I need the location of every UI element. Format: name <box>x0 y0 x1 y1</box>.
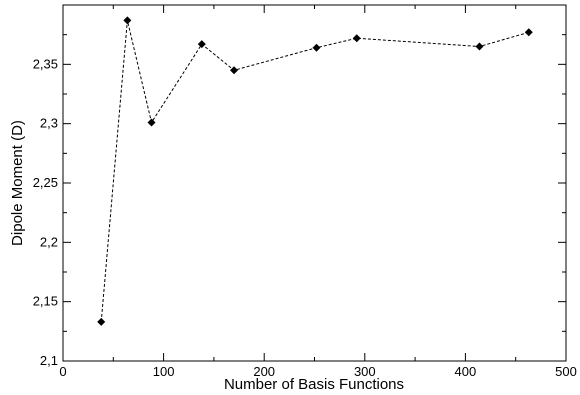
x-tick-label: 300 <box>354 364 376 379</box>
y-axis-title: Dipole Moment (D) <box>9 120 26 246</box>
y-tick-label: 2,3 <box>40 116 58 131</box>
plot-area-frame <box>62 4 567 362</box>
y-tick-label: 2,15 <box>33 294 58 309</box>
x-tick-label: 500 <box>555 364 577 379</box>
y-tick-label: 2,2 <box>40 234 58 249</box>
data-point <box>230 66 239 75</box>
y-tick-label: 2,25 <box>33 175 58 190</box>
series-line <box>100 20 529 322</box>
y-axis-ticks: 2,1 2,15 2,2 2,25 2,3 2,35 <box>33 34 566 368</box>
x-tick-label: 100 <box>153 364 175 379</box>
data-point <box>312 43 321 52</box>
y-tick-label: 2,35 <box>33 56 58 71</box>
data-point <box>352 34 361 43</box>
y-tick-label: 2,1 <box>40 353 58 368</box>
data-point <box>147 118 156 127</box>
x-tick-label: 200 <box>253 364 275 379</box>
x-tick-label: 400 <box>455 364 477 379</box>
series-layer <box>97 16 533 326</box>
data-point <box>475 42 484 51</box>
data-point <box>97 317 106 326</box>
x-tick-label: 0 <box>59 364 66 379</box>
data-point <box>123 16 132 25</box>
x-axis-title: Number of Basis Functions <box>224 376 404 393</box>
data-point <box>197 40 206 49</box>
data-point <box>524 28 533 37</box>
x-axis-ticks: 0 100 200 300 400 500 <box>59 5 577 379</box>
